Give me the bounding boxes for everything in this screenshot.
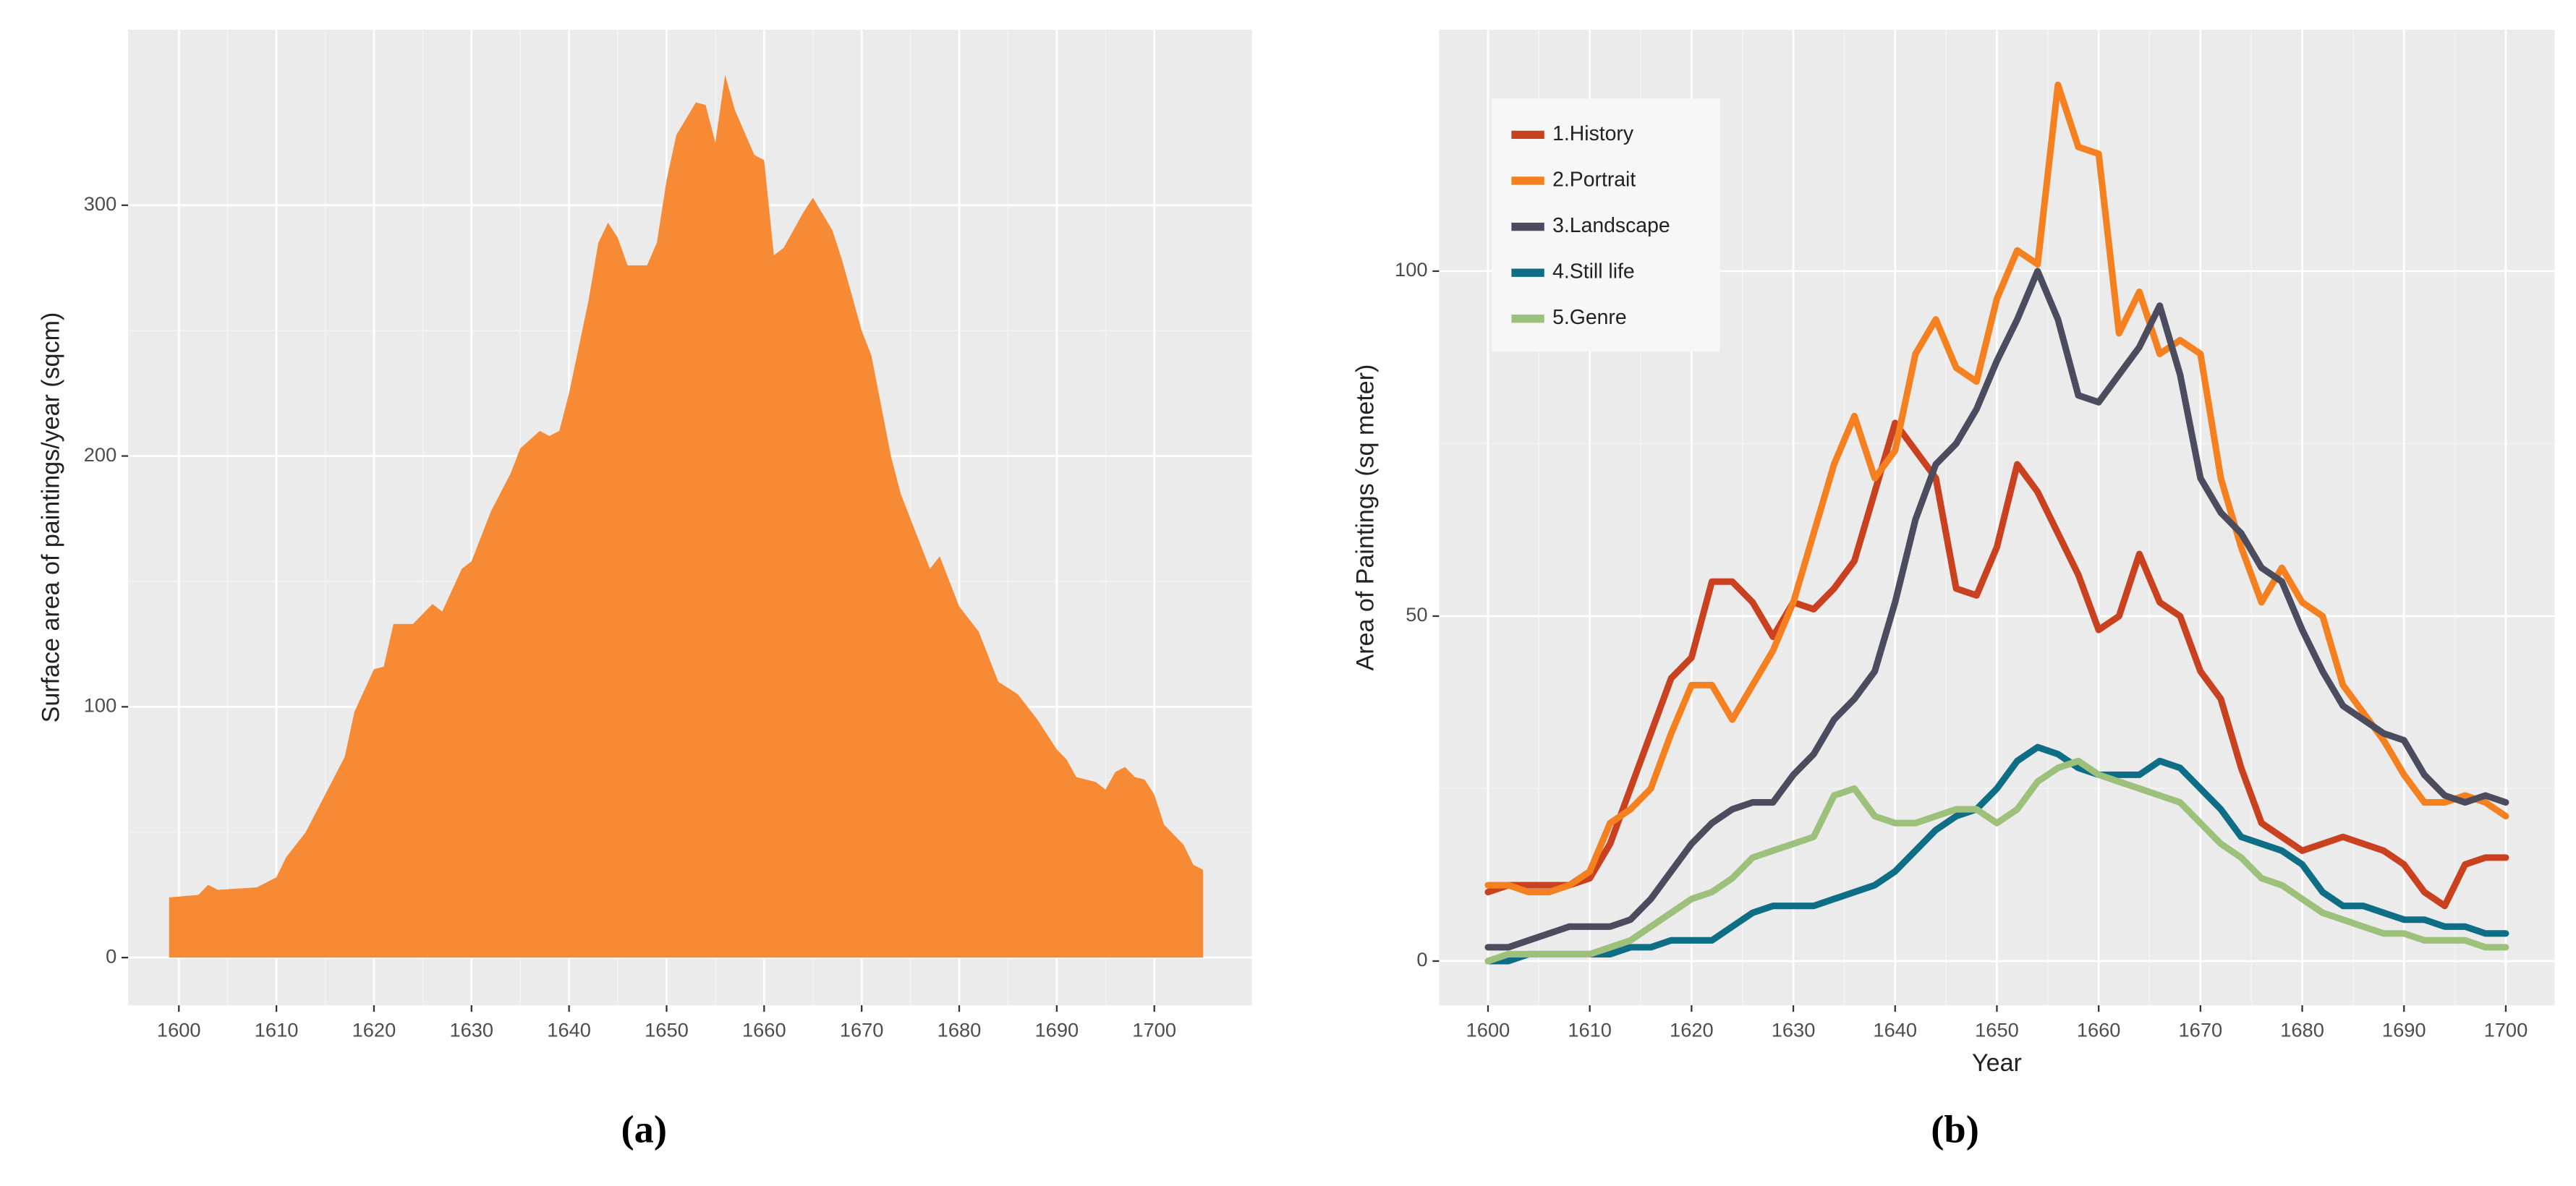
x-tick-label: 1620 [1670,1019,1714,1041]
line [1484,757,2509,965]
x-tick-label: 1600 [1466,1019,1510,1041]
y-tick-label: 0 [106,944,116,967]
x-tick-label: 1660 [2077,1019,2121,1041]
x-tick-label: 1650 [1975,1019,2019,1041]
x-tick-label: 1700 [1132,1019,1176,1041]
legend-label: 5.Genre [1552,306,1627,329]
x-tick-label: 1610 [255,1019,299,1041]
y-tick-label: 300 [84,192,116,215]
y-tick-label: 200 [84,443,116,466]
line [1484,419,2509,910]
line [1484,81,2509,896]
x-tick-label: 1640 [1873,1019,1917,1041]
caption: (a) [621,1107,667,1151]
y-axis-title: Surface area of paintings/year (sqcm) [38,312,65,723]
x-axis-title: Year [1972,1049,2022,1077]
x-tick-label: 1670 [840,1019,884,1041]
legend-label: 2.Portrait [1552,168,1636,191]
y-tick-label: 100 [1395,258,1427,281]
x-tick-label: 1620 [352,1019,396,1041]
x-tick-label: 1640 [547,1019,591,1041]
x-tick-label: 1600 [157,1019,201,1041]
x-tick-label: 1630 [1772,1019,1816,1041]
line [1484,268,2509,951]
y-tick-label: 50 [1406,603,1427,626]
x-tick-label: 1680 [938,1019,982,1041]
x-tick-label: 1630 [449,1019,493,1041]
y-axis-title: Area of Paintings (sq meter) [1352,364,1380,671]
x-tick-label: 1700 [2484,1019,2528,1041]
y-tick-label: 100 [84,694,116,717]
x-tick-label: 1660 [742,1019,786,1041]
caption: (b) [1931,1107,1979,1151]
x-tick-label: 1690 [2382,1019,2426,1041]
legend-label: 3.Landscape [1552,214,1670,237]
y-tick-label: 0 [1416,948,1427,970]
area [169,74,1204,958]
x-tick-label: 1680 [2280,1019,2324,1041]
legend-label: 4.Still life [1552,260,1635,283]
x-tick-label: 1610 [1568,1019,1612,1041]
x-tick-label: 1650 [645,1019,689,1041]
x-tick-label: 1670 [2179,1019,2223,1041]
line [1484,743,2509,965]
x-tick-label: 1690 [1035,1019,1079,1041]
legend-label: 1.History [1552,122,1634,145]
